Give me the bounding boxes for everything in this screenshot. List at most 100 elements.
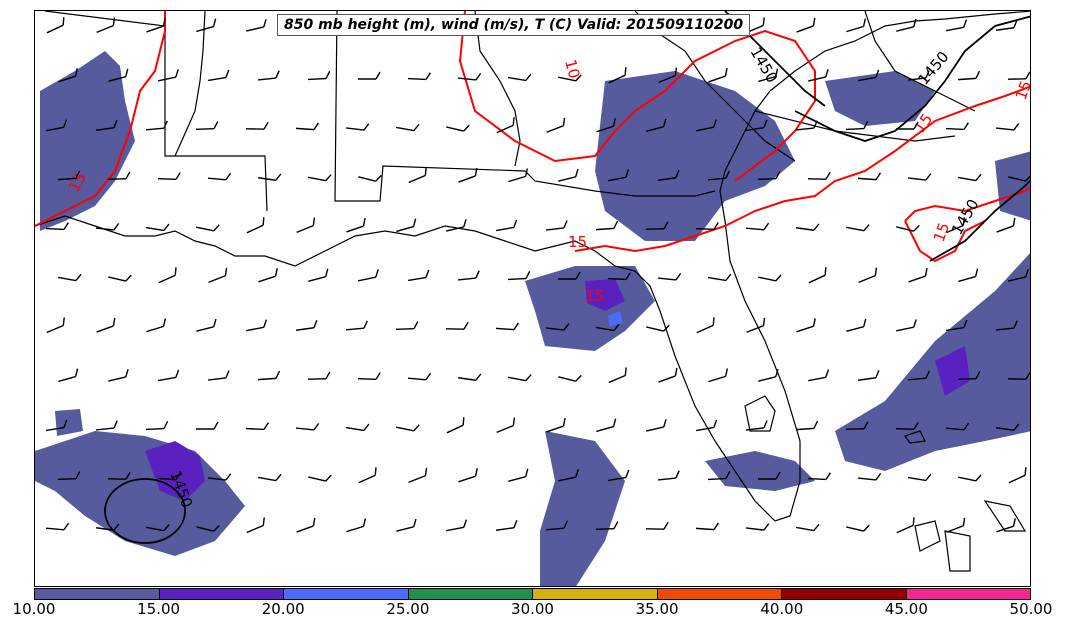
wind-barb: [157, 472, 182, 481]
bahamas-2: [944, 530, 971, 572]
wind-barb: [246, 217, 265, 234]
wind-barb: [995, 320, 1018, 331]
wind-barb: [108, 369, 129, 382]
wind-barb: [646, 118, 667, 133]
wind-barb: [958, 474, 982, 482]
wind-barb: [308, 268, 329, 283]
colorbar-segment-7: [782, 589, 907, 599]
wind-barb: [846, 524, 870, 532]
wind-barb: [896, 319, 917, 332]
wind-barb: [158, 369, 180, 382]
wind-barb: [595, 521, 619, 531]
wind-barb: [307, 71, 331, 81]
wind-barb: [296, 517, 316, 533]
colorbar-segment-6: [657, 589, 782, 599]
wind-barb: [658, 67, 678, 84]
wind-barb: [696, 419, 718, 432]
wind-barb: [646, 324, 670, 332]
wind-barb: [607, 272, 631, 281]
wind-barb: [795, 223, 820, 231]
wind-barb: [246, 517, 265, 534]
wind-barb: [245, 121, 269, 130]
wind-barb: [295, 122, 320, 131]
wind-barb: [95, 420, 118, 431]
height-contour-1450-east: [794, 15, 1030, 142]
wind-barb: [708, 68, 728, 83]
wind-barb: [158, 69, 179, 82]
wind-barb: [346, 518, 367, 533]
colorbar-label: 50.00: [1009, 600, 1053, 618]
wind-barb: [745, 222, 770, 231]
wind-barb: [945, 422, 970, 431]
wind-barb: [957, 371, 981, 381]
wind-barb: [457, 72, 482, 81]
wind-barb: [357, 372, 381, 381]
wind-speed-shading-15: [145, 279, 970, 501]
wind-barb: [295, 422, 320, 431]
wind-barb: [358, 71, 381, 80]
wind-barb: [558, 374, 582, 382]
wind-barb: [796, 17, 816, 33]
wind-barb: [546, 418, 566, 433]
state-border-7: [864, 11, 976, 112]
wind-barb: [396, 518, 417, 532]
colorbar-label: 40.00: [760, 600, 804, 618]
temp-contour-15-east: [904, 186, 1030, 222]
wind-barb: [758, 471, 781, 480]
wind-barb: [758, 68, 779, 83]
wind-barb: [508, 374, 532, 382]
wind-barb: [946, 517, 966, 533]
wind-barb: [895, 422, 919, 431]
east-coastline: [769, 11, 1030, 92]
wind-barb: [146, 18, 166, 33]
wind-barb: [345, 320, 368, 331]
colorbar-label: 10.00: [12, 600, 56, 618]
wind-barb: [857, 172, 882, 181]
wind-barb: [608, 469, 630, 482]
wind-barb: [858, 267, 878, 284]
wind-barb: [145, 120, 168, 131]
wind-barb: [807, 472, 831, 481]
wind-barb: [345, 123, 370, 131]
wind-barb: [346, 218, 366, 233]
wind-barb: [308, 474, 332, 482]
wind-barb: [807, 171, 831, 180]
wind-barb: [107, 471, 131, 480]
wind-barb: [195, 121, 219, 131]
wind-barb: [508, 73, 532, 82]
wind-shade-northwest: [40, 51, 135, 231]
temp-label-15-far-ne: 15: [1012, 78, 1031, 102]
wind-shade-15-atlantic: [935, 346, 970, 396]
wind-barb: [145, 421, 169, 431]
wind-barb: [458, 167, 478, 183]
temp-contour-15-ne: [904, 220, 986, 263]
wind-shade-big-bend: [525, 266, 655, 351]
wind-barb: [46, 119, 68, 132]
wind-barb: [358, 467, 377, 484]
bahamas-3: [983, 500, 1027, 532]
wind-barb: [46, 317, 65, 334]
colorbar: [34, 588, 1031, 600]
wind-barb: [908, 473, 932, 482]
wind-barb: [407, 372, 432, 381]
wind-barb: [207, 370, 230, 381]
wind-barb: [296, 217, 316, 234]
wind-shade-south-florida: [705, 451, 815, 491]
wind-barb: [508, 168, 529, 183]
wind-barb: [295, 319, 318, 331]
height-label-ne: 1450: [948, 196, 983, 238]
wind-barb: [996, 217, 1016, 233]
wind-barb: [696, 119, 717, 132]
wind-barb: [596, 118, 616, 133]
wind-barb: [396, 424, 420, 432]
wind-barb: [945, 122, 969, 131]
wind-barb: [646, 419, 667, 432]
wind-barb: [757, 171, 781, 181]
wind-barb: [545, 520, 568, 531]
wind-barb: [796, 318, 816, 333]
temp-label-15-central: 15: [568, 233, 587, 251]
wind-barb: [157, 172, 181, 181]
wind-barb: [907, 70, 930, 81]
wind-barb: [446, 124, 470, 132]
wind-barb: [995, 423, 1020, 431]
